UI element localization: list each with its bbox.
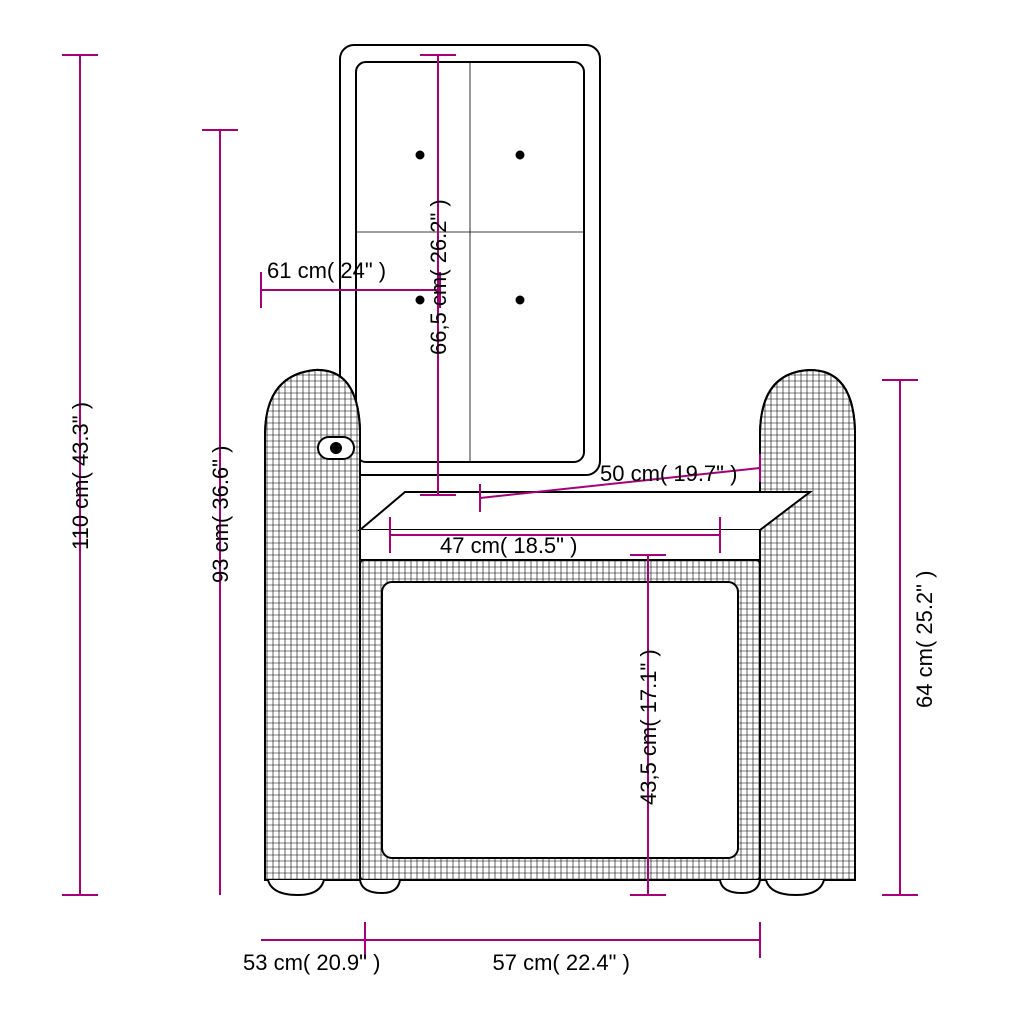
chair-outline <box>265 45 855 895</box>
tuft-button <box>417 152 424 159</box>
left-arm <box>265 370 360 880</box>
dim-label: 50 cm( 19.7" ) <box>600 461 737 487</box>
dim-label: 47 cm( 18.5" ) <box>440 533 577 559</box>
dim-label: 53 cm( 20.9" ) <box>243 950 380 976</box>
dim-label: 110 cm( 43.3" ) <box>68 402 94 550</box>
dim-label: 64 cm( 25.2" ) <box>912 570 938 707</box>
tuft-button <box>517 152 524 159</box>
front-panel <box>360 560 760 880</box>
tuft-button <box>417 297 424 304</box>
foot <box>766 880 824 895</box>
dim-label: 61 cm( 24" ) <box>267 258 386 284</box>
tuft-button <box>517 297 524 304</box>
dim-label: 66,5 cm( 26.2" ) <box>426 199 452 355</box>
seat-top <box>360 492 810 530</box>
dim-label: 93 cm( 36.6" ) <box>208 445 234 582</box>
foot <box>360 880 400 893</box>
foot <box>720 880 760 893</box>
dim-label: 43,5 cm( 17.1" ) <box>636 649 662 805</box>
dim-label: 57 cm( 22.4" ) <box>493 950 630 976</box>
foot <box>268 880 324 895</box>
recline-knob-icon <box>318 437 354 459</box>
right-arm <box>760 370 855 880</box>
diagram-svg <box>0 0 1024 1024</box>
